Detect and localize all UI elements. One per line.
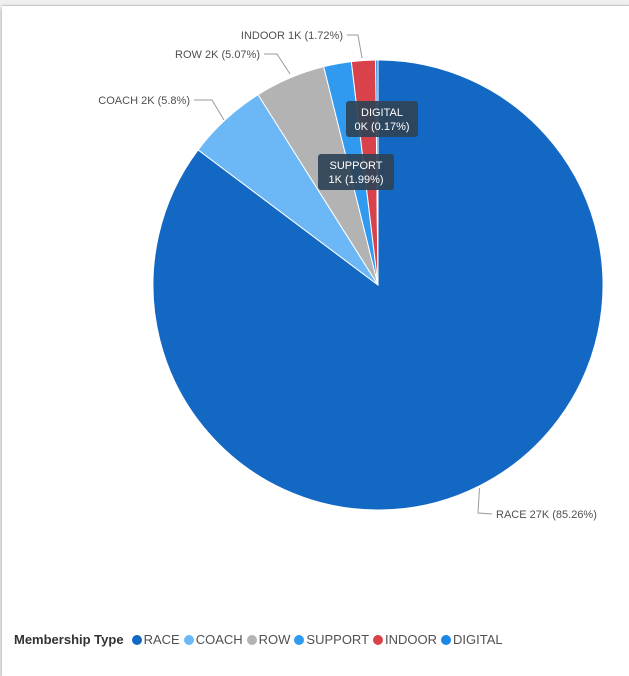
legend-marker-coach — [183, 634, 194, 645]
data-label-indoor: INDOOR 1K (1.72%) — [241, 30, 343, 42]
legend-label-support: SUPPORT — [306, 632, 370, 647]
data-label-row: ROW 2K (5.07%) — [175, 49, 260, 61]
legend-label-indoor: INDOOR — [385, 632, 438, 647]
legend-label-row: ROW — [258, 632, 291, 647]
legend-marker-row — [246, 634, 257, 645]
data-label-name-digital: DIGITAL — [361, 107, 403, 119]
legend-label-race: RACE — [143, 632, 180, 647]
legend-marker-indoor — [373, 634, 384, 645]
leader-line-row — [264, 53, 291, 75]
leader-line-coach — [194, 99, 225, 121]
legend-item-digital[interactable]: DIGITAL — [441, 632, 503, 647]
data-label-race: RACE 27K (85.26%) — [496, 509, 597, 521]
legend-marker-race — [131, 634, 142, 645]
leader-line-indoor — [347, 34, 363, 59]
data-label-value-digital: 0K (0.17%) — [354, 121, 409, 133]
data-label-digital: DIGITAL 0K (0.17%) — [346, 101, 418, 137]
data-label-support: SUPPORT 1K (1.99%) — [318, 154, 394, 190]
legend-marker-support — [294, 634, 305, 645]
pie-chart-visual: RACE 27K (85.26%) COACH 2K (5.8%) ROW 2K (… — [2, 6, 629, 676]
legend-item-support[interactable]: SUPPORT — [294, 632, 369, 647]
legend-item-indoor[interactable]: INDOOR — [373, 632, 437, 647]
legend-marker-digital — [441, 634, 452, 645]
legend-item-coach[interactable]: COACH — [183, 632, 243, 647]
data-label-box-digital — [346, 101, 418, 137]
data-label-name-support: SUPPORT — [330, 160, 383, 172]
data-label-coach: COACH 2K (5.8%) — [98, 95, 190, 107]
data-label-box-support — [318, 154, 394, 190]
legend: Membership Type RACE COACH ROW SUPPORT INDOO… — [14, 632, 507, 647]
legend-title: Membership Type — [14, 632, 124, 647]
data-label-value-support: 1K (1.99%) — [328, 174, 383, 186]
legend-label-coach: COACH — [195, 632, 243, 647]
leader-line-race — [477, 488, 493, 515]
pie-chart: RACE 27K (85.26%) COACH 2K (5.8%) ROW 2K (… — [98, 30, 604, 521]
legend-item-race[interactable]: RACE — [131, 632, 180, 647]
legend-item-row[interactable]: ROW — [246, 632, 291, 647]
legend-label-digital: DIGITAL — [453, 632, 503, 647]
